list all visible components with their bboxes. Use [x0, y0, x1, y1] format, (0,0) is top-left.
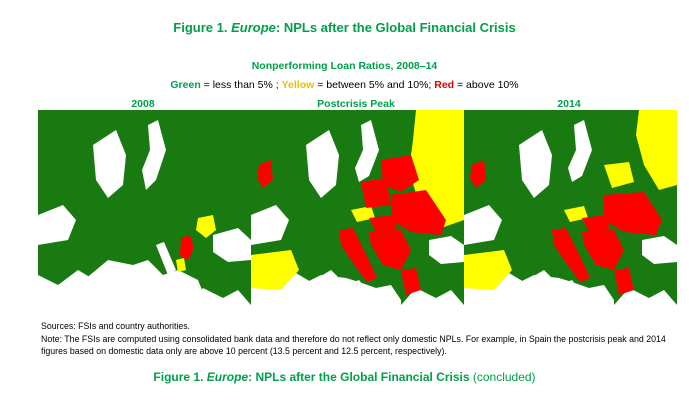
country-spain [251, 250, 299, 290]
country-belarus [604, 162, 634, 188]
legend-yellow: Yellow [281, 79, 315, 91]
atlantic-bay [38, 205, 76, 245]
country-ireland [257, 160, 273, 188]
method-note: Note: The FSIs are computed using consol… [41, 333, 666, 357]
black-sea [642, 236, 677, 264]
country-belarus [381, 155, 419, 192]
north-sea [306, 130, 339, 198]
country-ireland [470, 160, 486, 188]
country-spain [464, 250, 512, 290]
country-hungary [369, 215, 397, 232]
country-albania [176, 258, 186, 272]
atlantic-bay [464, 205, 502, 245]
country-ukraine [604, 192, 662, 235]
legend: Green = less than 5% ; Yellow = between … [170, 79, 519, 91]
continent-landmass [464, 110, 677, 305]
map-peak-svg [251, 110, 464, 305]
country-russia [636, 110, 677, 190]
mediterranean [291, 275, 401, 305]
map-label-2014: 2014 [557, 98, 581, 110]
map-2014-svg [464, 110, 677, 305]
legend-red: Red [434, 79, 455, 91]
country-greece [401, 268, 421, 295]
bottom-figure-title: Figure 1. Europe: NPLs after the Global … [153, 370, 536, 384]
legend-green: Green [170, 79, 201, 91]
country-italy [552, 228, 590, 282]
map-postcrisis-peak [251, 110, 464, 305]
country-balkans [582, 230, 624, 270]
country-balkans [369, 230, 411, 270]
mediterranean [504, 275, 614, 305]
continent-landmass [38, 110, 251, 305]
map-2014 [464, 110, 677, 305]
atlantic-bay [251, 205, 289, 245]
north-sea [519, 130, 552, 198]
country-serbia [180, 235, 194, 260]
country-romania [196, 215, 216, 238]
black-sea [429, 236, 464, 264]
map-2008 [38, 110, 251, 305]
adriatic [156, 242, 176, 275]
baltic-sea [142, 120, 166, 190]
country-italy [339, 228, 377, 282]
baltic-sea [355, 120, 379, 182]
baltic-sea [568, 120, 592, 182]
map-2008-svg [38, 110, 251, 305]
map-label-2008: 2008 [131, 98, 155, 110]
black-sea [213, 228, 251, 262]
chart-subtitle: Nonperforming Loan Ratios, 2008–14 [251, 60, 438, 72]
country-ukraine [391, 190, 446, 235]
country-greece [614, 268, 634, 295]
country-poland [361, 178, 391, 208]
figure-title: Figure 1. Europe: NPLs after the Global … [173, 20, 516, 35]
notes: Sources: FSIs and country authorities. N… [41, 320, 671, 358]
country-hungary [582, 215, 610, 232]
sources-note: Sources: FSIs and country authorities. [41, 321, 191, 331]
north-sea [93, 130, 126, 198]
map-label-peak: Postcrisis Peak [317, 98, 395, 110]
mediterranean [78, 260, 208, 305]
